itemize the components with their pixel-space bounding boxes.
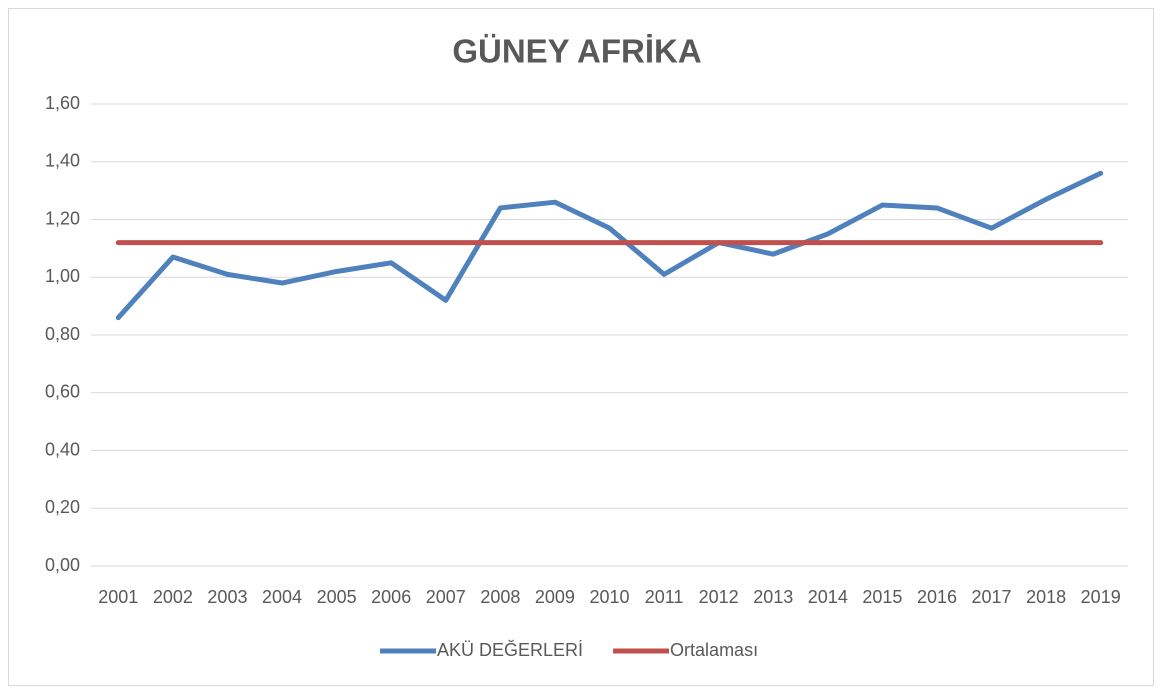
x-tick-label: 2009 [535,587,575,607]
x-tick-label: 2008 [480,587,520,607]
x-tick-label: 2011 [645,587,684,607]
chart-title: GÜNEY AFRİKA [452,33,701,70]
x-tick-label: 2005 [317,587,357,607]
x-tick-label: 2017 [972,587,1012,607]
y-tick-label: 0,00 [45,555,80,575]
x-tick-label: 2001 [98,587,138,607]
x-tick-label: 2007 [426,587,466,607]
x-tick-label: 2015 [862,587,902,607]
chart-frame [8,8,1154,686]
y-tick-label: 1,40 [45,151,80,171]
x-tick-label: 2003 [207,587,247,607]
y-tick-label: 0,80 [45,324,80,344]
y-tick-label: 0,60 [45,382,80,402]
line-series [115,170,1104,321]
x-tick-label: 2012 [699,587,739,607]
y-tick-label: 1,60 [45,93,80,113]
x-tick-label: 2013 [753,587,793,607]
x-tick-label: 2019 [1081,587,1121,607]
x-tick-label: 2014 [808,587,848,607]
x-tick-label: 2010 [589,587,629,607]
y-tick-label: 1,20 [45,208,80,228]
legend-label: AKÜ DEĞERLERİ [437,639,583,660]
x-tick-label: 2004 [262,587,302,607]
x-tick-label: 2016 [917,587,957,607]
y-tick-label: 1,00 [45,266,80,286]
legend-label: Ortalaması [670,640,758,660]
x-tick-label: 2002 [153,587,193,607]
y-tick-label: 0,40 [45,439,80,459]
x-tick-label: 2006 [371,587,411,607]
y-tick-label: 0,20 [45,497,80,517]
x-tick-label: 2018 [1026,587,1066,607]
